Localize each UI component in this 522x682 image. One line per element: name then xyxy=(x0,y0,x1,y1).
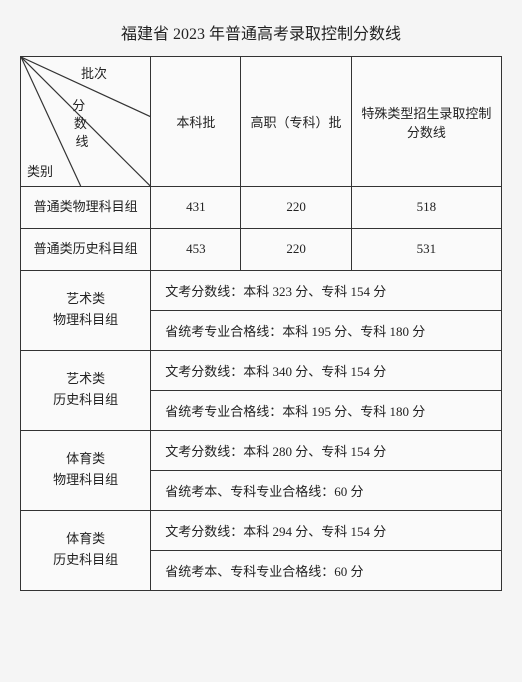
diagonal-header: 批次 分 数 线 类别 xyxy=(21,57,151,187)
cell-value: 531 xyxy=(351,228,501,270)
cell-value: 省统考专业合格线：本科 195 分、专科 180 分 xyxy=(151,310,502,350)
header-col-undergrad: 本科批 xyxy=(151,57,241,187)
cell-value: 文考分数线：本科 280 分、专科 154 分 xyxy=(151,430,502,470)
table-row: 普通类历史科目组 453 220 531 xyxy=(21,228,502,270)
page-title: 福建省 2023 年普通高考录取控制分数线 xyxy=(20,20,502,44)
cell-value: 220 xyxy=(241,228,351,270)
table-row: 艺术类物理科目组 文考分数线：本科 323 分、专科 154 分 xyxy=(21,270,502,310)
header-col-vocational: 高职（专科）批 xyxy=(241,57,351,187)
row-label: 体育类历史科目组 xyxy=(21,510,151,590)
score-table: 批次 分 数 线 类别 本科批 高职（专科）批 特殊类型招生录取控制分数线 普通… xyxy=(20,56,502,591)
cell-value: 文考分数线：本科 294 分、专科 154 分 xyxy=(151,510,502,550)
table-row: 艺术类历史科目组 文考分数线：本科 340 分、专科 154 分 xyxy=(21,350,502,390)
cell-value: 518 xyxy=(351,187,501,229)
row-label: 艺术类物理科目组 xyxy=(21,270,151,350)
row-label: 普通类物理科目组 xyxy=(21,187,151,229)
table-row: 体育类物理科目组 文考分数线：本科 280 分、专科 154 分 xyxy=(21,430,502,470)
cell-value: 省统考本、专科专业合格线：60 分 xyxy=(151,470,502,510)
cell-value: 省统考本、专科专业合格线：60 分 xyxy=(151,550,502,590)
cell-value: 文考分数线：本科 323 分、专科 154 分 xyxy=(151,270,502,310)
row-label: 普通类历史科目组 xyxy=(21,228,151,270)
table-row: 普通类物理科目组 431 220 518 xyxy=(21,187,502,229)
header-category: 类别 xyxy=(27,161,53,180)
cell-value: 220 xyxy=(241,187,351,229)
header-col-special: 特殊类型招生录取控制分数线 xyxy=(351,57,501,187)
cell-value: 431 xyxy=(151,187,241,229)
row-label: 体育类物理科目组 xyxy=(21,430,151,510)
table-row: 体育类历史科目组 文考分数线：本科 294 分、专科 154 分 xyxy=(21,510,502,550)
row-label: 艺术类历史科目组 xyxy=(21,350,151,430)
header-scoreline: 分 数 线 xyxy=(69,97,89,152)
header-batch: 批次 xyxy=(81,63,107,82)
cell-value: 453 xyxy=(151,228,241,270)
cell-value: 文考分数线：本科 340 分、专科 154 分 xyxy=(151,350,502,390)
cell-value: 省统考专业合格线：本科 195 分、专科 180 分 xyxy=(151,390,502,430)
